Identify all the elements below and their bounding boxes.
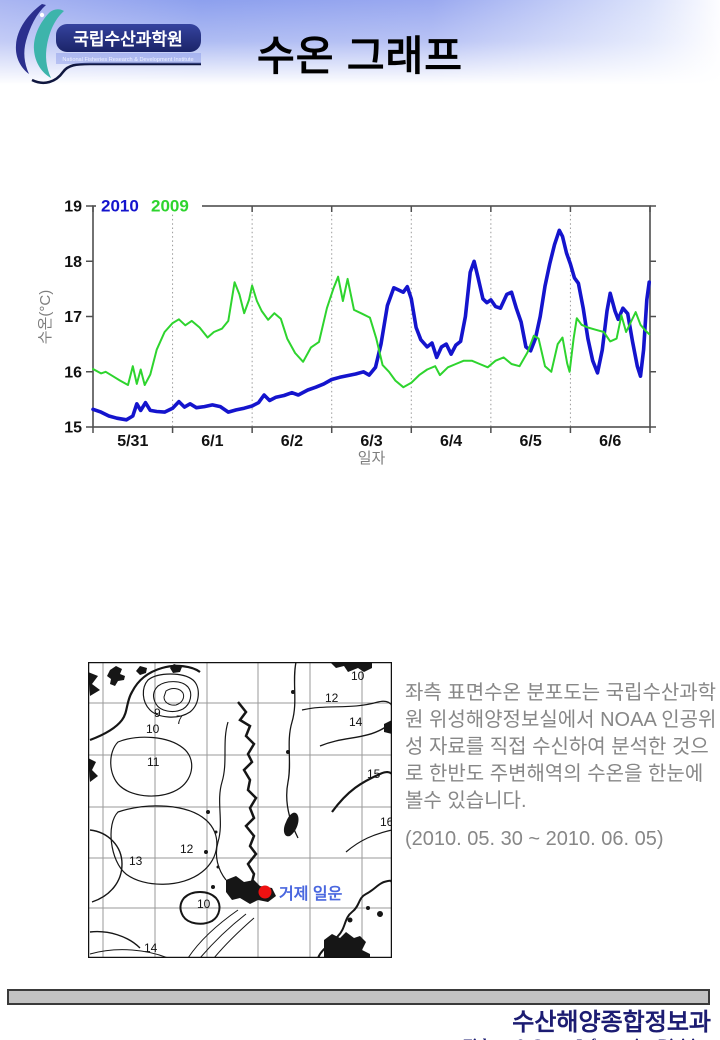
contour-value-label: 10 — [197, 897, 211, 911]
x-tick-label: 6/3 — [360, 433, 382, 450]
logo-name-pill — [56, 24, 201, 52]
footer-divider-bar — [7, 989, 710, 1005]
logo-fish-body-icon — [33, 9, 64, 78]
y-tick-label: 18 — [64, 254, 82, 271]
x-tick-label: 6/6 — [599, 433, 621, 450]
map-contours — [89, 662, 392, 958]
station-marker — [258, 885, 272, 899]
legend-2009: 2009 — [151, 197, 189, 216]
x-tick-label: 6/1 — [201, 433, 223, 450]
contour-value-label: 7 — [176, 713, 183, 727]
description-block: 좌측 표면수온 분포도는 국립수산과학원 위성해양정보실에서 NOAA 인공위성… — [405, 680, 717, 853]
logo-swoosh-icon — [31, 62, 201, 84]
y-tick-label: 16 — [64, 364, 82, 381]
y-tick-label: 17 — [64, 309, 82, 326]
series-2010-line — [91, 228, 652, 422]
footer-dept-korean: 수산해양종합정보과 — [512, 1009, 711, 1036]
map-land-blobs — [88, 662, 392, 958]
logo-org-name: 국립수산과학원 — [73, 30, 182, 49]
logo-org-name-english: National Fisheries Research & Developmen… — [62, 57, 193, 63]
nfrdi-logo: 국립수산과학원 National Fisheries Research & De… — [15, 4, 201, 84]
description-period: (2010. 05. 30 ~ 2010. 06. 05) — [405, 828, 664, 850]
x-tick-label: 6/4 — [440, 433, 462, 450]
station-label: 거제 일운 — [279, 885, 343, 903]
logo-subtitle-band — [56, 53, 201, 64]
contour-value-label: 15 — [367, 767, 381, 781]
legend-backplate — [96, 197, 202, 214]
contour-value-label: 9 — [154, 706, 161, 720]
contour-value-label: 16 — [380, 815, 392, 829]
x-tick-label: 6/5 — [520, 433, 542, 450]
series-2009-line — [92, 275, 651, 389]
x-tick-label: 6/2 — [281, 433, 303, 450]
temperature-chart: 15 16 17 18 19 5/31 6/1 6/2 6/3 6/4 6/5 6/6 일자 수온(°C)… — [37, 197, 656, 467]
contour-value-label: 12 — [180, 842, 194, 856]
y-axis-title: 수온(°C) — [37, 290, 54, 344]
footer-dept-english: Fishery & Ocean Information Division — [464, 1037, 712, 1040]
x-axis-title: 일자 — [358, 450, 386, 467]
contour-value-label: 11 — [147, 755, 160, 769]
map-border — [88, 662, 392, 958]
contour-value-label: 12 — [325, 691, 339, 705]
contour-value-label: 14 — [349, 715, 363, 729]
plot-box — [92, 205, 651, 428]
description-text: 좌측 표면수온 분포도는 국립수산과학원 위성해양정보실에서 NOAA 인공위성… — [405, 682, 717, 812]
y-tick-label: 19 — [64, 199, 82, 216]
logo-fish-ribbon-icon — [15, 4, 47, 74]
y-tick-label: 15 — [64, 420, 82, 437]
map-contour-labels: 10 12 14 9 7 10 11 15 16 12 13 10 14 — [129, 669, 392, 955]
page-title: 수온 그래프 — [257, 33, 463, 79]
x-tick-label: 5/31 — [117, 433, 148, 450]
contour-value-label: 13 — [129, 854, 143, 868]
contour-value-label: 10 — [351, 669, 365, 683]
legend-2010: 2010 — [101, 197, 139, 216]
header-banner: 국립수산과학원 National Fisheries Research & De… — [0, 0, 720, 92]
contour-value-label: 14 — [144, 941, 158, 955]
map-grid — [88, 662, 392, 958]
map-station-group: 거제 일운 — [258, 885, 343, 903]
contour-value-label: 10 — [146, 722, 160, 736]
logo-sparkle-icon — [39, 12, 45, 18]
sst-contour-map: 10 12 14 9 7 10 11 15 16 12 13 10 14 거제 일운 — [88, 662, 392, 958]
footer: 수산해양종합정보과 Fishery & Ocean Information Di… — [464, 1002, 712, 1040]
